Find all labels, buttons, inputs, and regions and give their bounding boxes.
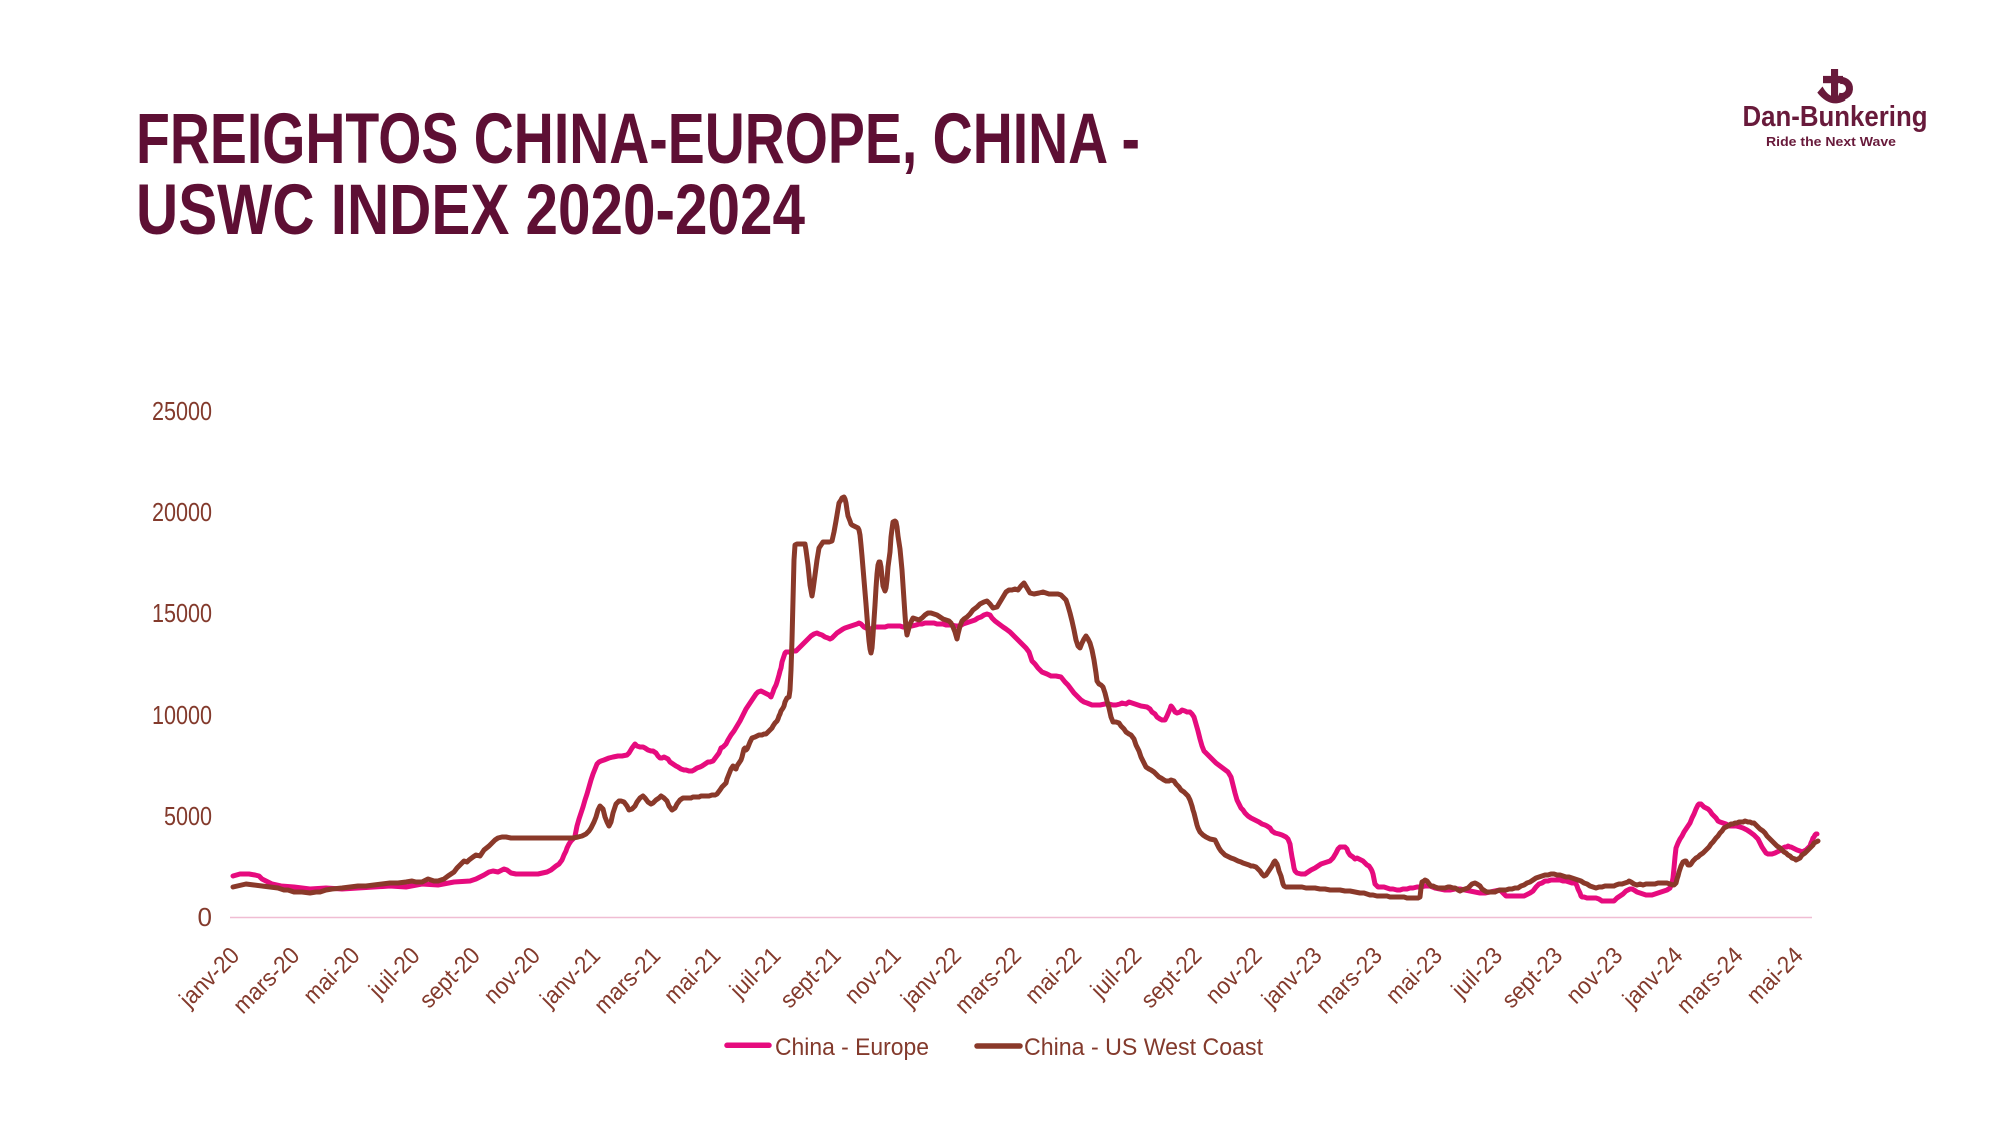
svg-text:10000: 10000 (152, 700, 212, 730)
svg-text:25000: 25000 (152, 396, 212, 426)
svg-text:5000: 5000 (164, 801, 212, 831)
svg-text:mars-23: mars-23 (1311, 942, 1388, 1019)
svg-text:mai-22: mai-22 (1020, 942, 1087, 1009)
svg-text:nov-22: nov-22 (1200, 942, 1267, 1009)
svg-text:mai-24: mai-24 (1741, 942, 1808, 1009)
svg-text:sept-22: sept-22 (1136, 942, 1207, 1013)
svg-text:mars-24: mars-24 (1671, 942, 1748, 1019)
svg-text:FREIGHTOS CHINA-EUROPE, CHINA: FREIGHTOS CHINA-EUROPE, CHINA - (136, 100, 1140, 179)
svg-text:mai-23: mai-23 (1381, 942, 1448, 1009)
svg-text:sept-23: sept-23 (1497, 942, 1568, 1013)
svg-text:mai-20: mai-20 (298, 942, 365, 1009)
svg-text:mai-21: mai-21 (659, 942, 726, 1009)
svg-text:nov-20: nov-20 (479, 942, 546, 1009)
svg-text:USWC INDEX 2020-2024: USWC INDEX 2020-2024 (136, 171, 805, 250)
svg-text:nov-21: nov-21 (839, 942, 906, 1009)
svg-text:mars-20: mars-20 (228, 942, 305, 1019)
svg-text:Ride the Next Wave: Ride the Next Wave (1766, 134, 1896, 149)
svg-text:China - Europe: China - Europe (775, 1034, 929, 1061)
svg-text:sept-20: sept-20 (414, 942, 485, 1013)
svg-text:mars-21: mars-21 (589, 942, 666, 1019)
svg-text:0: 0 (198, 902, 212, 932)
svg-text:15000: 15000 (152, 598, 212, 628)
svg-text:Dan-Bunkering: Dan-Bunkering (1743, 101, 1928, 133)
svg-text:mars-22: mars-22 (950, 942, 1027, 1019)
svg-text:China - US West Coast: China - US West Coast (1024, 1034, 1263, 1061)
svg-text:sept-21: sept-21 (775, 942, 846, 1013)
svg-text:20000: 20000 (152, 497, 212, 527)
svg-text:nov-23: nov-23 (1561, 942, 1628, 1009)
